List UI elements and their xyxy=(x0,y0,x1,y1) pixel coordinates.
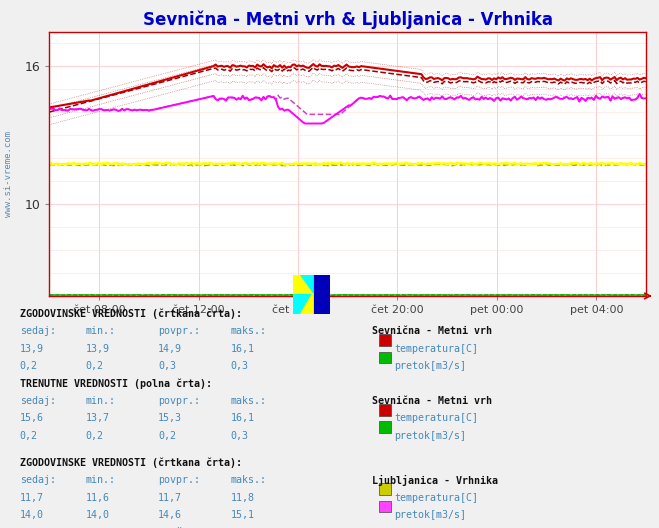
Text: 13,9: 13,9 xyxy=(86,344,109,354)
Text: 0,3: 0,3 xyxy=(231,361,248,371)
Text: 0,3: 0,3 xyxy=(231,431,248,441)
Text: temperatura[C]: temperatura[C] xyxy=(394,493,478,503)
Text: 0,2: 0,2 xyxy=(86,431,103,441)
Text: 13,9: 13,9 xyxy=(20,344,43,354)
Text: 15,1: 15,1 xyxy=(231,510,254,520)
Text: 0,2: 0,2 xyxy=(158,431,176,441)
Polygon shape xyxy=(313,275,330,314)
Text: min.:: min.: xyxy=(86,475,116,485)
Text: povpr.:: povpr.: xyxy=(158,475,200,485)
Text: sedaj:: sedaj: xyxy=(20,475,56,485)
Text: 14,6: 14,6 xyxy=(158,510,182,520)
Text: 0,3: 0,3 xyxy=(158,361,176,371)
Text: Ljubljanica - Vrhnika: Ljubljanica - Vrhnika xyxy=(372,475,498,486)
Text: povpr.:: povpr.: xyxy=(158,326,200,336)
Text: 11,6: 11,6 xyxy=(86,493,109,503)
Polygon shape xyxy=(301,293,313,314)
Text: maks.:: maks.: xyxy=(231,326,267,336)
Text: pretok[m3/s]: pretok[m3/s] xyxy=(394,361,466,371)
Text: 11,8: 11,8 xyxy=(231,493,254,503)
Text: TRENUTNE VREDNOSTI (polna črta):: TRENUTNE VREDNOSTI (polna črta): xyxy=(20,379,212,389)
Text: pretok[m3/s]: pretok[m3/s] xyxy=(394,510,466,520)
Text: min.:: min.: xyxy=(86,396,116,406)
Text: 0,2: 0,2 xyxy=(20,431,38,441)
Text: sedaj:: sedaj: xyxy=(20,326,56,336)
Text: 0,2: 0,2 xyxy=(20,361,38,371)
Text: 14,0: 14,0 xyxy=(20,510,43,520)
Title: Sevnična - Metni vrh & Ljubljanica - Vrhnika: Sevnična - Metni vrh & Ljubljanica - Vrh… xyxy=(142,10,553,29)
Text: 13,7: 13,7 xyxy=(86,413,109,423)
Text: min.:: min.: xyxy=(86,326,116,336)
Text: 14,9: 14,9 xyxy=(158,344,182,354)
Text: temperatura[C]: temperatura[C] xyxy=(394,344,478,354)
Polygon shape xyxy=(293,294,313,314)
Text: maks.:: maks.: xyxy=(231,396,267,406)
Text: maks.:: maks.: xyxy=(231,475,267,485)
Text: ZGODOVINSKE VREDNOSTI (črtkana črta):: ZGODOVINSKE VREDNOSTI (črtkana črta): xyxy=(20,309,242,319)
Text: 15,3: 15,3 xyxy=(158,413,182,423)
Text: 0,2: 0,2 xyxy=(86,361,103,371)
Text: 16,1: 16,1 xyxy=(231,413,254,423)
Text: pretok[m3/s]: pretok[m3/s] xyxy=(394,431,466,441)
Text: 16,1: 16,1 xyxy=(231,344,254,354)
Text: ZGODOVINSKE VREDNOSTI (črtkana črta):: ZGODOVINSKE VREDNOSTI (črtkana črta): xyxy=(20,458,242,468)
Text: povpr.:: povpr.: xyxy=(158,396,200,406)
Polygon shape xyxy=(301,275,313,293)
Text: Sevnična - Metni vrh: Sevnična - Metni vrh xyxy=(372,326,492,336)
Text: temperatura[C]: temperatura[C] xyxy=(394,413,478,423)
Text: sedaj:: sedaj: xyxy=(20,396,56,406)
Text: 14,0: 14,0 xyxy=(86,510,109,520)
Polygon shape xyxy=(293,275,313,294)
Text: 11,7: 11,7 xyxy=(158,493,182,503)
Text: 11,7: 11,7 xyxy=(20,493,43,503)
Text: www.si-vreme.com: www.si-vreme.com xyxy=(4,131,13,217)
Text: 15,6: 15,6 xyxy=(20,413,43,423)
Text: Sevnična - Metni vrh: Sevnična - Metni vrh xyxy=(372,396,492,406)
